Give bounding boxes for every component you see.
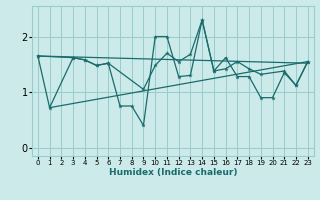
X-axis label: Humidex (Indice chaleur): Humidex (Indice chaleur) <box>108 168 237 177</box>
